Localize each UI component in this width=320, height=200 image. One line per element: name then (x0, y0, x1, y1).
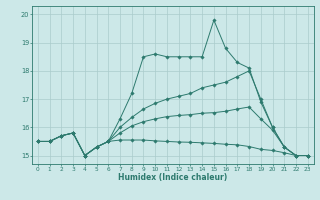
X-axis label: Humidex (Indice chaleur): Humidex (Indice chaleur) (118, 173, 228, 182)
